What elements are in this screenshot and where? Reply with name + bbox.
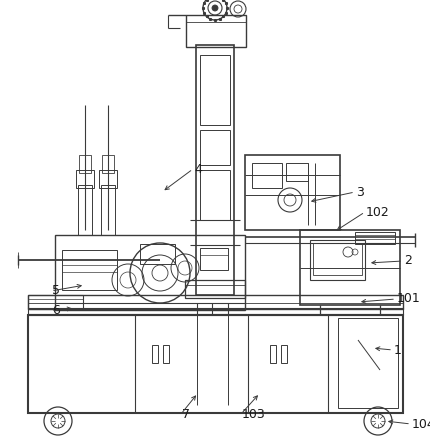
Bar xyxy=(300,230,400,305)
Bar xyxy=(355,232,395,244)
Bar xyxy=(200,55,230,125)
Text: 103: 103 xyxy=(242,408,266,420)
Bar xyxy=(99,170,117,188)
Bar xyxy=(281,345,287,363)
Bar xyxy=(101,185,115,235)
Bar xyxy=(338,318,398,408)
Bar xyxy=(76,170,94,188)
Bar xyxy=(185,280,245,298)
Text: 2: 2 xyxy=(404,254,412,267)
Text: 104: 104 xyxy=(412,417,430,431)
Bar xyxy=(270,345,276,363)
Text: 5: 5 xyxy=(52,285,60,297)
Bar xyxy=(200,130,230,165)
Bar xyxy=(28,303,403,309)
Bar xyxy=(163,345,169,363)
Bar xyxy=(196,45,234,295)
Bar xyxy=(313,243,362,275)
Bar xyxy=(28,295,83,309)
Bar xyxy=(28,315,403,413)
Bar xyxy=(79,155,91,173)
Text: 6: 6 xyxy=(52,305,60,317)
Text: 102: 102 xyxy=(366,206,390,218)
Bar xyxy=(200,248,228,270)
Text: 7: 7 xyxy=(182,408,190,420)
Bar xyxy=(186,15,246,47)
Bar xyxy=(152,345,158,363)
Bar xyxy=(245,155,340,230)
Bar xyxy=(310,240,365,280)
Text: 1: 1 xyxy=(394,344,402,357)
Bar xyxy=(140,244,175,264)
Text: 101: 101 xyxy=(397,293,421,305)
Bar xyxy=(28,295,403,309)
Bar xyxy=(78,185,92,235)
Text: 4: 4 xyxy=(194,163,202,175)
Text: 3: 3 xyxy=(356,186,364,198)
Bar xyxy=(55,235,245,310)
Bar xyxy=(286,163,308,181)
Bar xyxy=(252,163,282,188)
Bar xyxy=(62,250,117,290)
Bar xyxy=(102,155,114,173)
Bar xyxy=(200,170,230,220)
Circle shape xyxy=(212,5,218,11)
